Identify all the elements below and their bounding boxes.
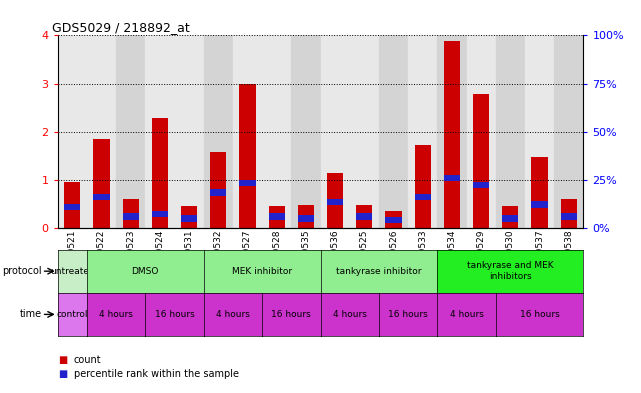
- Bar: [262, 35, 291, 228]
- Text: ■: ■: [58, 354, 67, 365]
- Bar: [64, 204, 80, 210]
- Bar: [444, 175, 460, 181]
- Text: DMSO: DMSO: [131, 267, 159, 275]
- Bar: [379, 35, 408, 228]
- Bar: [94, 139, 110, 228]
- Bar: [531, 202, 547, 208]
- Text: tankyrase and MEK
inhibitors: tankyrase and MEK inhibitors: [467, 261, 554, 281]
- Text: protocol: protocol: [2, 266, 42, 276]
- Bar: [473, 182, 489, 188]
- Bar: [64, 182, 80, 228]
- Text: 16 hours: 16 hours: [271, 310, 311, 319]
- Bar: [320, 35, 350, 228]
- Bar: [298, 215, 314, 222]
- Text: 16 hours: 16 hours: [520, 310, 560, 319]
- Bar: [58, 35, 87, 228]
- Text: 16 hours: 16 hours: [154, 310, 194, 319]
- Bar: [444, 41, 460, 228]
- Bar: [87, 35, 116, 228]
- Bar: [122, 199, 138, 228]
- Text: percentile rank within the sample: percentile rank within the sample: [74, 369, 238, 379]
- Bar: [327, 199, 343, 205]
- Bar: [437, 35, 467, 228]
- Bar: [495, 35, 525, 228]
- Bar: [350, 35, 379, 228]
- Text: 16 hours: 16 hours: [388, 310, 428, 319]
- Bar: [94, 194, 110, 200]
- Bar: [327, 173, 343, 228]
- Bar: [152, 118, 168, 228]
- Text: GDS5029 / 218892_at: GDS5029 / 218892_at: [53, 21, 190, 34]
- Bar: [181, 206, 197, 228]
- Bar: [408, 35, 437, 228]
- Bar: [210, 152, 226, 228]
- Bar: [561, 199, 577, 228]
- Text: 4 hours: 4 hours: [216, 310, 250, 319]
- Text: count: count: [74, 354, 101, 365]
- Text: 4 hours: 4 hours: [449, 310, 483, 319]
- Bar: [204, 35, 233, 228]
- Text: MEK inhibitor: MEK inhibitor: [232, 267, 292, 275]
- Bar: [269, 213, 285, 220]
- Text: 4 hours: 4 hours: [99, 310, 133, 319]
- Text: 4 hours: 4 hours: [333, 310, 367, 319]
- Bar: [298, 205, 314, 228]
- Bar: [152, 211, 168, 217]
- Bar: [356, 213, 372, 220]
- Bar: [561, 213, 577, 220]
- Bar: [116, 35, 146, 228]
- Bar: [503, 215, 519, 222]
- Text: untreated: untreated: [50, 267, 95, 275]
- Bar: [240, 180, 256, 186]
- Bar: [356, 205, 372, 228]
- Bar: [473, 94, 489, 228]
- Bar: [240, 84, 256, 228]
- Text: control: control: [56, 310, 88, 319]
- Bar: [385, 217, 401, 223]
- Bar: [210, 189, 226, 196]
- Bar: [233, 35, 262, 228]
- Bar: [531, 157, 547, 228]
- Bar: [269, 206, 285, 228]
- Bar: [415, 145, 431, 228]
- Bar: [415, 194, 431, 200]
- Bar: [146, 35, 174, 228]
- Bar: [181, 215, 197, 222]
- Text: time: time: [19, 309, 42, 320]
- Bar: [503, 206, 519, 228]
- Bar: [122, 213, 138, 220]
- Text: tankyrase inhibitor: tankyrase inhibitor: [336, 267, 422, 275]
- Bar: [554, 35, 583, 228]
- Bar: [291, 35, 320, 228]
- Text: ■: ■: [58, 369, 67, 379]
- Bar: [174, 35, 204, 228]
- Bar: [467, 35, 495, 228]
- Bar: [385, 211, 401, 228]
- Bar: [525, 35, 554, 228]
